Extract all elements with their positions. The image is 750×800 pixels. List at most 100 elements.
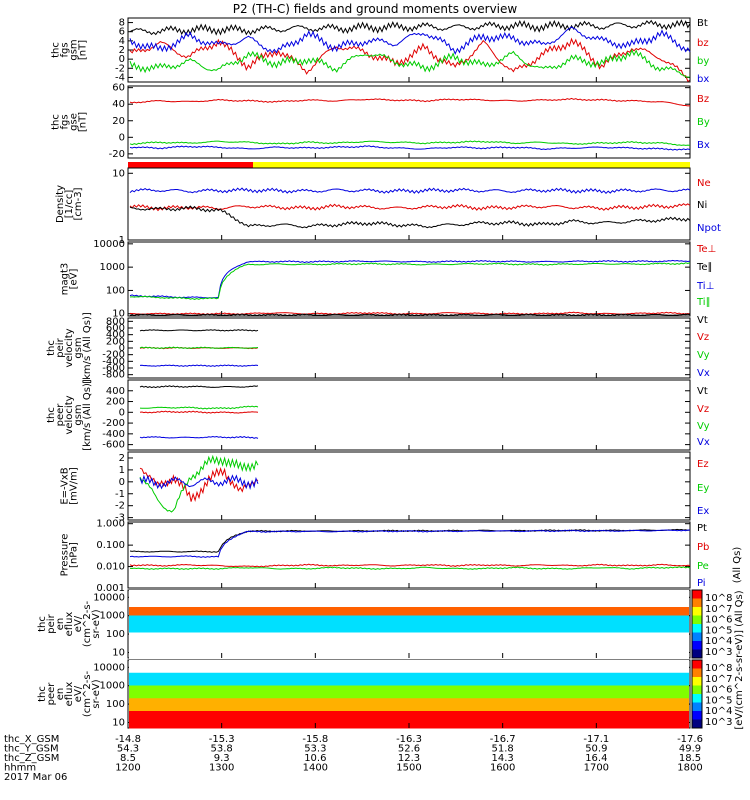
colorbar-cell: [692, 598, 702, 608]
y-tick-label: 1: [119, 465, 125, 476]
legend-Ni: Ni: [697, 200, 707, 211]
series-line-Ni: [129, 205, 691, 229]
y-tick-label: 800: [106, 316, 125, 327]
legend-Vt: Vt: [697, 386, 708, 397]
colorbar-cell: [692, 668, 702, 678]
spectrogram-cell: [129, 689, 689, 695]
legend-Ey: Ey: [697, 483, 709, 494]
panel-frame: [127, 379, 691, 451]
legend-Pe: Pe: [697, 561, 709, 572]
y-axis-label: gse: [69, 113, 80, 131]
y-axis-label: sr-eV): [91, 609, 102, 638]
spectrogram-cell: [129, 702, 689, 708]
y-axis-label: thc: [51, 114, 62, 130]
y-tick-label: -200: [102, 418, 125, 429]
y-axis-label: [mV/m]: [69, 467, 80, 505]
series-line-Ez: [139, 467, 259, 503]
y-tick-label: 0.001: [96, 583, 125, 594]
series-line-Pb: [129, 563, 691, 568]
ephemeris-value: 14.3: [492, 753, 514, 764]
legend-bx: bx: [697, 74, 709, 85]
colorbar-tick: 10^7: [705, 674, 732, 685]
colorbar-cell: [692, 677, 702, 686]
series-line-Ti⊥: [129, 259, 691, 299]
ephemeris-value: 10.6: [304, 753, 326, 764]
spectrogram-cell: [129, 602, 689, 608]
spectrogram-cell: [129, 594, 689, 599]
ephemeris-value: -17.1: [583, 734, 609, 745]
y-axis-label: velocity: [64, 328, 75, 367]
colorbar-tick: 10^4: [705, 636, 732, 647]
legend-Te∥: Te∥: [696, 262, 713, 273]
series-line-Pe: [129, 566, 691, 570]
ephemeris-value: 1400: [303, 763, 328, 774]
y-axis-label: gsm: [73, 404, 84, 425]
y-axis-label: [km/s (All Qs)]: [82, 312, 93, 384]
colorbar-frame: [691, 659, 703, 729]
panel-frame: [127, 167, 691, 241]
series-line-bx: [129, 26, 691, 55]
spectrogram-cell: [129, 706, 689, 712]
y-tick-label: 0: [119, 132, 125, 143]
y-tick-label: 1000: [100, 611, 125, 622]
y-axis-label: eV/: [73, 685, 84, 702]
y-tick-label: -3: [115, 513, 125, 524]
y-tick-label: 10: [112, 647, 125, 658]
y-tick-label: 10: [112, 309, 125, 320]
y-axis-label: gsm: [73, 337, 84, 358]
series-line-Pi: [129, 529, 691, 558]
y-tick-label: 1.000: [96, 519, 125, 530]
colorbar-tick: 10^7: [705, 604, 732, 615]
y-axis-label: velocity: [64, 395, 75, 434]
spectrogram-cell: [129, 719, 689, 725]
colorbar-tick: 10^8: [705, 663, 732, 674]
series-line-Bz: [129, 97, 691, 107]
y-tick-label: -600: [102, 363, 125, 374]
y-tick-label: -800: [102, 370, 125, 381]
y-tick-label: 2: [119, 453, 125, 464]
spectrogram-cell: [129, 694, 689, 699]
ephemeris-row-label: hhmm: [4, 763, 36, 774]
series-line-Vy: [139, 405, 259, 410]
y-axis-label: sr-eV): [91, 679, 102, 708]
spectrogram-cell: [129, 664, 689, 669]
series-line-Vx: [139, 364, 259, 367]
legend-Ti∥: Ti∥: [696, 297, 711, 308]
y-axis-label: [eV]: [69, 269, 80, 290]
legend-Pb: Pb: [697, 542, 709, 553]
spectrogram-cell: [129, 698, 689, 703]
ephemeris-value: 1600: [490, 763, 515, 774]
y-tick-label: 200: [106, 397, 125, 408]
ephemeris-value: 16.4: [585, 753, 607, 764]
legend-Bx: Bx: [697, 140, 710, 151]
y-tick-label: 100: [106, 285, 125, 296]
legend-Vx: Vx: [697, 437, 710, 448]
spectrogram-cell: [129, 715, 689, 720]
y-tick-label: -400: [102, 429, 125, 440]
y-tick-label: 0: [119, 477, 125, 488]
colorbar-cell: [692, 660, 702, 669]
series-line-bz: [129, 37, 691, 82]
ephemeris-value: -16.7: [490, 734, 516, 745]
legend-Ez: Ez: [697, 459, 709, 470]
legend-Pt: Pt: [697, 523, 707, 534]
ephemeris-value: 1700: [584, 763, 609, 774]
ephemeris-value: 49.9: [679, 744, 701, 755]
y-axis-label: [nT]: [78, 112, 89, 132]
legend-Ex: Ex: [697, 506, 709, 517]
y-axis-label: [1/cc]: [64, 190, 75, 219]
y-axis-label: eflux: [64, 682, 75, 707]
panel-frame: [127, 241, 691, 317]
spectrogram-cell: [129, 590, 689, 595]
ephemeris-value: -17.6: [677, 734, 703, 745]
series-line-Bx: [129, 145, 691, 151]
series-line-Ti∥: [129, 262, 691, 300]
y-tick-label: 0.100: [96, 540, 125, 551]
colorbar-tick: 10^4: [705, 706, 732, 717]
y-axis-label: (cm^2-s-: [82, 600, 93, 647]
y-tick-label: 200: [106, 336, 125, 347]
colorbar-tick: 10^6: [705, 615, 732, 626]
colorbar-label: [eV/(cm^2-s-sr-eV)] (All Qs): [734, 590, 745, 729]
legend-bz: bz: [697, 38, 709, 49]
